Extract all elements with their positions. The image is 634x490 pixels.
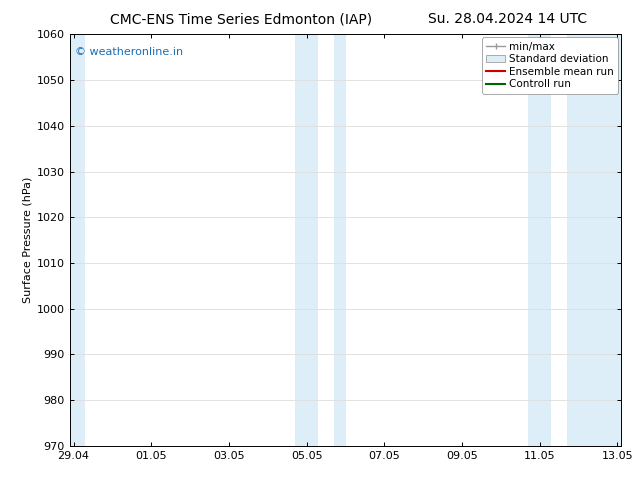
- Y-axis label: Surface Pressure (hPa): Surface Pressure (hPa): [23, 177, 32, 303]
- Bar: [70, 34, 86, 446]
- Text: CMC-ENS Time Series Edmonton (IAP): CMC-ENS Time Series Edmonton (IAP): [110, 12, 372, 26]
- Bar: [334, 34, 346, 446]
- Bar: [295, 34, 318, 446]
- Bar: [567, 34, 621, 446]
- Text: © weatheronline.in: © weatheronline.in: [75, 47, 183, 57]
- Legend: min/max, Standard deviation, Ensemble mean run, Controll run: min/max, Standard deviation, Ensemble me…: [482, 37, 618, 94]
- Bar: [528, 34, 552, 446]
- Text: Su. 28.04.2024 14 UTC: Su. 28.04.2024 14 UTC: [428, 12, 586, 26]
